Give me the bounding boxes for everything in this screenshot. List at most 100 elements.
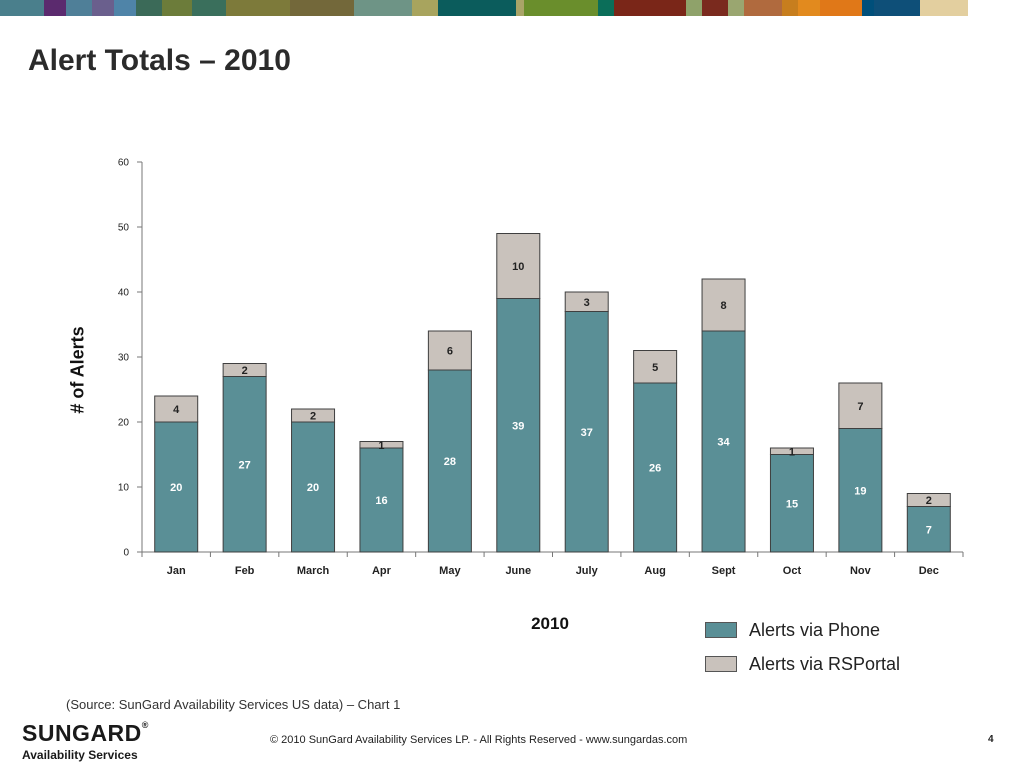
legend-swatch-phone <box>705 622 737 638</box>
footer-copyright: © 2010 SunGard Availability Services LP.… <box>270 734 688 746</box>
bar-phone <box>291 421 336 553</box>
data-label-phone: 34 <box>717 437 730 449</box>
x-tick-label: Aug <box>644 565 665 577</box>
x-tick-label: June <box>505 565 531 577</box>
data-label-phone: 20 <box>170 482 182 494</box>
header-color-block <box>920 0 968 16</box>
bar-phone <box>359 447 404 553</box>
y-tick-label: 10 <box>118 483 130 494</box>
data-label-rsportal: 4 <box>173 404 180 416</box>
legend-swatch-rsportal <box>705 656 737 672</box>
bar-phone <box>701 330 746 553</box>
y-tick-label: 60 <box>118 158 130 169</box>
bar-phone <box>496 298 541 553</box>
header-color-block <box>354 0 412 16</box>
x-tick-label: May <box>439 565 461 577</box>
y-tick-label: 20 <box>118 418 130 429</box>
header-color-block <box>226 0 290 16</box>
data-label-rsportal: 8 <box>720 300 726 312</box>
legend-item-rsportal: Alerts via RSPortal <box>705 653 900 675</box>
x-tick-label: Oct <box>783 565 802 577</box>
data-label-phone: 37 <box>581 427 593 439</box>
header-color-block <box>524 0 598 16</box>
data-label-rsportal: 2 <box>242 365 248 377</box>
header-color-block <box>0 0 44 16</box>
bar-rsportal <box>564 291 609 312</box>
y-tick-label: 50 <box>118 223 130 234</box>
x-tick-label: Feb <box>235 565 255 577</box>
bar-rsportal <box>222 363 267 377</box>
data-label-rsportal: 7 <box>857 401 863 413</box>
header-color-block <box>44 0 66 16</box>
data-label-phone: 39 <box>512 420 524 432</box>
header-color-block <box>614 0 686 16</box>
data-label-phone: 20 <box>307 482 319 494</box>
data-label-rsportal: 10 <box>512 261 524 273</box>
bar-phone <box>633 382 678 553</box>
data-label-phone: 19 <box>854 485 866 497</box>
bar-rsportal <box>359 441 404 449</box>
header-color-strip <box>0 0 1024 16</box>
header-color-block <box>92 0 114 16</box>
header-color-block <box>820 0 862 16</box>
header-color-block <box>686 0 702 16</box>
bar-rsportal <box>769 447 814 455</box>
bar-rsportal <box>291 408 336 423</box>
header-color-block <box>290 0 354 16</box>
bar-phone <box>427 369 472 553</box>
header-color-block <box>162 0 192 16</box>
header-color-block <box>702 0 728 16</box>
header-color-block <box>192 0 226 16</box>
logo-wordmark: SUNGARD® <box>22 720 149 746</box>
data-label-rsportal: 2 <box>310 411 316 423</box>
x-tick-label: July <box>576 565 599 577</box>
data-label-phone: 28 <box>444 456 456 468</box>
logo-subtitle: Availability Services <box>22 748 138 762</box>
header-color-block <box>136 0 162 16</box>
header-color-block <box>438 0 516 16</box>
data-label-rsportal: 6 <box>447 346 453 358</box>
header-color-block <box>782 0 798 16</box>
x-tick-label: Jan <box>167 565 186 577</box>
bar-phone <box>769 454 814 553</box>
data-label-rsportal: 2 <box>926 495 932 507</box>
slide-title: Alert Totals – 2010 <box>28 44 291 77</box>
stacked-bar-chart: 0102030405060204Jan272Feb202March161Apr2… <box>118 158 964 577</box>
data-label-rsportal: 1 <box>378 440 384 452</box>
header-color-block <box>516 0 524 16</box>
header-color-block <box>862 0 874 16</box>
bar-rsportal <box>906 493 951 507</box>
bar-rsportal <box>154 395 199 423</box>
header-color-block <box>114 0 136 16</box>
bar-phone <box>222 376 267 553</box>
header-color-block <box>744 0 782 16</box>
source-note: (Source: SunGard Availability Services U… <box>66 697 401 712</box>
chart-legend: Alerts via Phone Alerts via RSPortal <box>705 619 900 687</box>
bar-rsportal <box>838 382 883 429</box>
y-tick-label: 40 <box>118 288 130 299</box>
header-color-block <box>798 0 820 16</box>
sungard-logo: SUNGARD® Availability Services <box>22 720 149 762</box>
header-color-block <box>412 0 438 16</box>
header-color-block <box>728 0 744 16</box>
data-label-phone: 26 <box>649 463 661 475</box>
data-label-rsportal: 3 <box>584 297 590 309</box>
legend-item-phone: Alerts via Phone <box>705 619 900 641</box>
data-label-phone: 15 <box>786 498 798 510</box>
bar-rsportal <box>496 233 541 299</box>
data-label-rsportal: 1 <box>789 446 795 458</box>
x-tick-label: Dec <box>919 565 939 577</box>
x-tick-label: Sept <box>712 565 736 577</box>
x-tick-label: Nov <box>850 565 872 577</box>
header-color-block <box>66 0 92 16</box>
x-axis-title: 2010 <box>531 614 569 633</box>
legend-label-phone: Alerts via Phone <box>749 619 881 640</box>
bar-rsportal <box>633 350 678 384</box>
header-color-block <box>598 0 614 16</box>
page-number: 4 <box>988 734 994 745</box>
bar-rsportal <box>427 330 472 371</box>
data-label-phone: 27 <box>239 459 251 471</box>
bar-rsportal <box>701 278 746 332</box>
legend-label-rsportal: Alerts via RSPortal <box>749 653 901 674</box>
y-tick-label: 0 <box>123 548 129 559</box>
